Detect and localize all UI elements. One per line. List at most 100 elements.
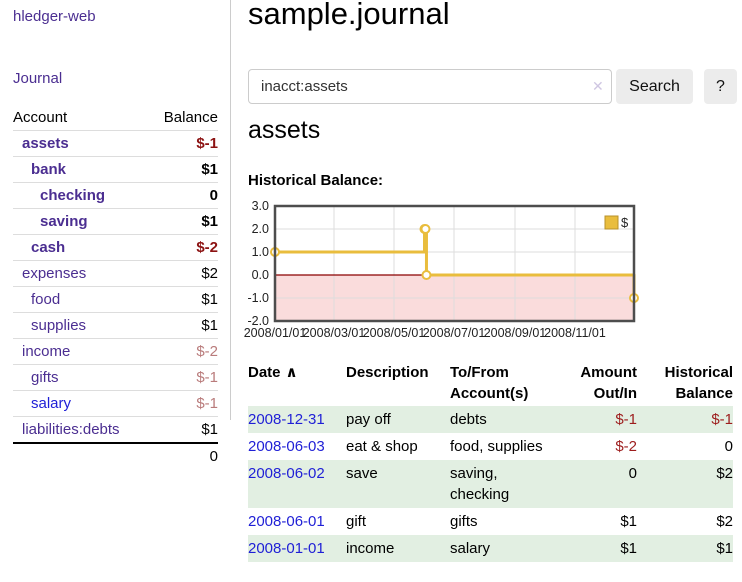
search-bar: ✕ Search ? xyxy=(248,69,742,104)
account-balance: $2 xyxy=(201,265,218,282)
clear-search-icon[interactable]: ✕ xyxy=(592,78,604,94)
y-axis-tick: -2.0 xyxy=(247,314,269,328)
account-link[interactable]: cash xyxy=(31,239,66,256)
register-header-row: Date ∧ Description To/From Account(s) Amo… xyxy=(248,360,733,406)
account-link[interactable]: food xyxy=(31,291,61,308)
transaction-date-link[interactable]: 2008-12-31 xyxy=(248,411,325,428)
transaction-amount: 0 xyxy=(628,465,637,482)
account-row: liabilities:debts $1 xyxy=(13,416,218,444)
legend-label: $ xyxy=(621,215,629,230)
x-axis-tick: 2008/01/01 xyxy=(244,326,307,340)
account-balance: $1 xyxy=(201,317,218,334)
account-link[interactable]: salary xyxy=(31,395,72,412)
transaction-amount: $1 xyxy=(620,540,637,557)
transaction-amount: $-2 xyxy=(615,438,637,455)
account-row: gifts $-1 xyxy=(13,364,218,391)
transaction-date-link[interactable]: 2008-06-02 xyxy=(248,465,325,482)
y-axis-tick: 3.0 xyxy=(252,199,269,213)
account-row: supplies $1 xyxy=(13,312,218,339)
account-balance: 0 xyxy=(209,187,218,204)
page-title: sample.journal xyxy=(248,0,450,31)
y-axis-tick: 2.0 xyxy=(252,222,269,236)
transaction-balance: $-1 xyxy=(711,411,733,428)
transaction-description: gift xyxy=(346,513,367,530)
register-header-amount: Amount Out/In xyxy=(580,364,637,402)
x-axis-tick: 2008/11/01 xyxy=(544,326,606,340)
account-link[interactable]: expenses xyxy=(22,265,87,282)
transaction-description: save xyxy=(346,465,378,482)
accounts-header-balance: Balance xyxy=(163,109,218,126)
accounts-total-value: 0 xyxy=(209,448,218,465)
account-link[interactable]: assets xyxy=(22,135,69,152)
register-header-date[interactable]: Date ∧ xyxy=(248,364,298,381)
transaction-accounts: food, supplies xyxy=(450,438,543,455)
transaction-amount: $1 xyxy=(620,513,637,530)
legend-swatch xyxy=(604,215,619,230)
account-balance: $-1 xyxy=(196,135,218,152)
transaction-amount: $-1 xyxy=(615,411,637,428)
account-link[interactable]: bank xyxy=(31,161,67,178)
transaction-description: income xyxy=(346,540,395,557)
sidebar-item-journal[interactable]: Journal xyxy=(13,70,63,87)
transaction-date-link[interactable]: 2008-06-01 xyxy=(248,513,325,530)
data-point-marker xyxy=(421,270,432,280)
sort-asc-icon: ∧ xyxy=(285,364,298,381)
search-input[interactable] xyxy=(248,69,612,104)
sidebar: hledger-web Journal Account Balance asse… xyxy=(0,0,231,465)
account-row: food $1 xyxy=(13,286,218,313)
account-row: cash $-2 xyxy=(13,234,218,261)
transaction-description: pay off xyxy=(346,411,391,428)
accounts-total-spacer xyxy=(13,443,149,469)
chart-label: Historical Balance: xyxy=(248,172,384,189)
account-row: assets $-1 xyxy=(13,130,218,157)
account-link[interactable]: supplies xyxy=(31,317,87,334)
main-content: sample.journal ✕ Search ? assets Histori… xyxy=(244,0,742,582)
register-row: 2008-06-03 eat & shop food, supplies $-2 0 xyxy=(248,433,733,460)
account-link[interactable]: saving xyxy=(40,213,88,230)
account-row: bank $1 xyxy=(13,156,218,183)
account-balance: $1 xyxy=(201,291,218,308)
y-axis-tick: -1.0 xyxy=(247,291,269,305)
transaction-balance: $1 xyxy=(716,540,733,557)
account-balance: $-2 xyxy=(196,239,218,256)
transaction-accounts: salary xyxy=(450,540,491,557)
x-axis-tick: 2008/09/01 xyxy=(484,326,547,340)
register-header-description: Description xyxy=(346,364,429,381)
transaction-balance: 0 xyxy=(724,438,733,455)
transaction-description: eat & shop xyxy=(346,438,418,455)
account-balance: $-1 xyxy=(196,369,218,386)
account-row: income $-2 xyxy=(13,338,218,365)
register-header-balance: Historical Balance xyxy=(664,364,733,402)
app-brand-link[interactable]: hledger-web xyxy=(13,8,96,25)
y-axis-tick: 1.0 xyxy=(252,245,269,259)
account-link[interactable]: liabilities:debts xyxy=(22,421,120,438)
account-balance: $-1 xyxy=(196,395,218,412)
account-balance: $1 xyxy=(201,213,218,230)
account-row: expenses $2 xyxy=(13,260,218,287)
transaction-balance: $2 xyxy=(716,465,733,482)
account-link[interactable]: income xyxy=(22,343,71,360)
register-row: 2008-01-01 income salary $1 $1 xyxy=(248,535,733,562)
account-balance: $1 xyxy=(201,421,218,438)
transaction-accounts: saving, checking xyxy=(450,465,510,503)
help-button[interactable]: ? xyxy=(704,69,737,104)
accounts-table: Account Balance assets $-1 bank $1 checking 0… xyxy=(13,106,218,469)
search-button[interactable]: Search xyxy=(616,69,693,104)
account-balance: $1 xyxy=(201,161,218,178)
account-link[interactable]: gifts xyxy=(31,369,59,386)
transaction-accounts: gifts xyxy=(450,513,478,530)
transaction-date-link[interactable]: 2008-01-01 xyxy=(248,540,325,557)
transaction-date-link[interactable]: 2008-06-03 xyxy=(248,438,325,455)
y-axis-tick: 0.0 xyxy=(252,268,269,282)
account-link[interactable]: checking xyxy=(40,187,106,204)
accounts-header-row: Account Balance xyxy=(13,106,218,131)
x-axis-tick: 2008/07/01 xyxy=(423,326,486,340)
x-axis-tick: 2008/05/01 xyxy=(363,326,426,340)
register-table: Date ∧ Description To/From Account(s) Amo… xyxy=(248,360,733,562)
account-balance: $-2 xyxy=(196,343,218,360)
historical-balance-chart: $3.0 2.0 1.0 0.0 -1.0 -2.0 2008/01/01 2008/03/0… xyxy=(244,199,742,352)
data-point-marker xyxy=(420,224,431,234)
account-row: saving $1 xyxy=(13,208,218,235)
register-row: 2008-06-02 save saving, checking 0 $2 xyxy=(248,460,733,508)
accounts-total-row: 0 xyxy=(13,443,218,469)
